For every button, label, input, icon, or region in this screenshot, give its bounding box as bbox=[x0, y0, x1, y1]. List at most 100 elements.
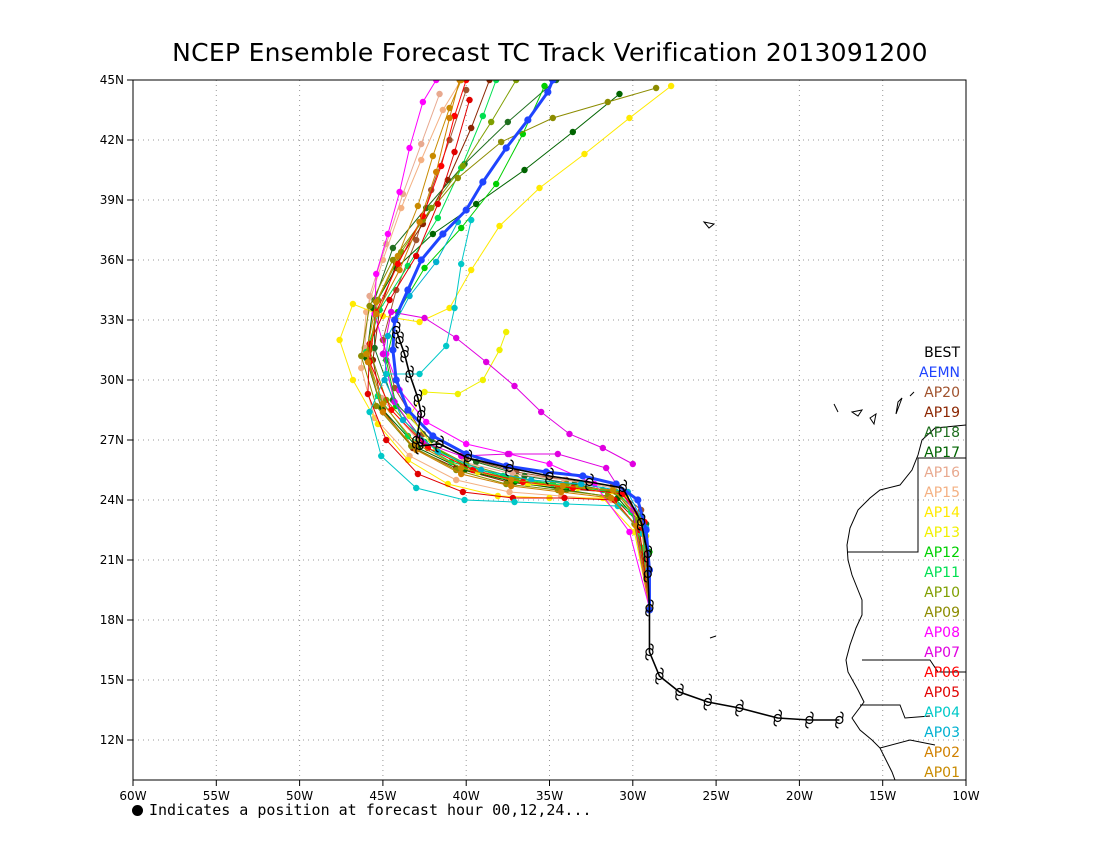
track-line bbox=[372, 80, 650, 609]
track-point bbox=[416, 218, 423, 226]
track-point bbox=[423, 418, 430, 426]
storm-symbol-icon bbox=[643, 545, 653, 563]
track-point bbox=[487, 118, 495, 126]
track-point bbox=[434, 200, 442, 208]
mean-point bbox=[579, 472, 587, 480]
legend-item-ap18: AP18 bbox=[924, 425, 960, 441]
track-point bbox=[433, 258, 440, 266]
mean-point bbox=[392, 376, 400, 384]
legend-item-ap05: AP05 bbox=[924, 685, 960, 701]
track-point bbox=[379, 408, 387, 416]
track-point bbox=[388, 308, 395, 316]
track-point bbox=[502, 328, 510, 336]
storm-symbol-icon bbox=[413, 389, 423, 407]
track-point bbox=[433, 168, 440, 176]
legend-item-ap19: AP19 bbox=[924, 405, 960, 421]
track-point bbox=[466, 96, 473, 104]
track-point bbox=[463, 86, 470, 94]
y-tick-label: 24N bbox=[100, 493, 124, 507]
track-point bbox=[667, 82, 675, 90]
y-tick-label: 27N bbox=[100, 433, 124, 447]
track-point bbox=[607, 494, 615, 502]
track-point bbox=[479, 112, 487, 120]
track-point bbox=[467, 216, 475, 224]
island bbox=[702, 221, 716, 229]
track-point bbox=[399, 416, 407, 424]
mean-point bbox=[429, 432, 437, 440]
track-ap15 bbox=[358, 80, 653, 612]
track-point bbox=[419, 98, 427, 106]
mean-point bbox=[479, 178, 487, 186]
border-line bbox=[860, 704, 931, 719]
track-point bbox=[443, 342, 450, 350]
track-point bbox=[472, 200, 480, 208]
legend-item-ap10: AP10 bbox=[924, 585, 960, 601]
y-tick-label: 36N bbox=[100, 253, 124, 267]
track-point bbox=[482, 358, 490, 366]
x-tick-label: 10W bbox=[952, 789, 979, 803]
legend-item-ap09: AP09 bbox=[924, 605, 960, 621]
track-point bbox=[421, 388, 428, 396]
storm-symbol-icon bbox=[416, 405, 426, 423]
chart-title: NCEP Ensemble Forecast TC Track Verifica… bbox=[172, 38, 928, 67]
mean-point bbox=[634, 496, 642, 504]
track-point bbox=[458, 464, 465, 472]
axis-ticks: 60W 55W 50W 45W 40W 35W 30W 25W 20W 15W 10W 12N 15N 1… bbox=[100, 73, 980, 803]
ensemble-mean-track bbox=[389, 80, 654, 614]
track-point bbox=[467, 124, 475, 132]
track-ap07 bbox=[379, 308, 653, 612]
track-point bbox=[506, 488, 513, 496]
x-tick-label: 60W bbox=[119, 789, 146, 803]
track-point bbox=[413, 484, 420, 492]
y-tick-label: 45N bbox=[100, 73, 124, 87]
coastline bbox=[702, 221, 966, 780]
track-point bbox=[386, 296, 393, 304]
storm-symbol-icon bbox=[395, 331, 404, 349]
island bbox=[895, 397, 903, 415]
x-tick-label: 40W bbox=[453, 789, 480, 803]
x-tick-label: 30W bbox=[619, 789, 646, 803]
track-point bbox=[379, 400, 387, 408]
legend-item-ap01: AP01 bbox=[924, 765, 960, 781]
mean-point bbox=[404, 286, 412, 294]
storm-symbol-icon bbox=[655, 667, 664, 685]
storm-symbol-icon bbox=[545, 467, 554, 485]
track-ap02 bbox=[364, 80, 653, 612]
track-point bbox=[463, 80, 470, 84]
storm-symbol-icon bbox=[463, 449, 473, 467]
track-point bbox=[404, 456, 412, 464]
track-point bbox=[349, 376, 357, 384]
track-point bbox=[504, 450, 512, 458]
storm-symbol-icon bbox=[585, 473, 594, 491]
track-point bbox=[537, 408, 545, 416]
track-point bbox=[577, 480, 585, 488]
track-point bbox=[496, 222, 503, 230]
legend-item-ap20: AP20 bbox=[924, 385, 960, 401]
legend-item-ap06: AP06 bbox=[924, 665, 960, 681]
track-point bbox=[416, 370, 423, 378]
track-point bbox=[396, 188, 403, 196]
track-point bbox=[492, 180, 500, 188]
track-point bbox=[467, 266, 475, 274]
track-ap01 bbox=[363, 80, 653, 612]
track-point bbox=[418, 156, 425, 164]
track-point bbox=[433, 80, 440, 84]
track-point bbox=[454, 390, 462, 398]
track-point bbox=[414, 470, 422, 478]
track-point bbox=[439, 106, 447, 114]
mean-point bbox=[502, 144, 510, 152]
track-point bbox=[626, 528, 633, 536]
x-tick-label: 25W bbox=[703, 789, 730, 803]
track-line bbox=[367, 99, 650, 609]
mean-point bbox=[544, 88, 552, 96]
legend-item-ap03: AP03 bbox=[924, 725, 960, 741]
mean-point bbox=[439, 230, 447, 238]
track-point bbox=[389, 256, 397, 264]
storm-symbol-icon bbox=[643, 565, 653, 583]
track-line bbox=[367, 80, 650, 609]
legend-item-ap12: AP12 bbox=[924, 545, 960, 561]
track-point bbox=[511, 382, 518, 390]
track-point bbox=[549, 114, 557, 122]
mean-point bbox=[642, 526, 650, 534]
